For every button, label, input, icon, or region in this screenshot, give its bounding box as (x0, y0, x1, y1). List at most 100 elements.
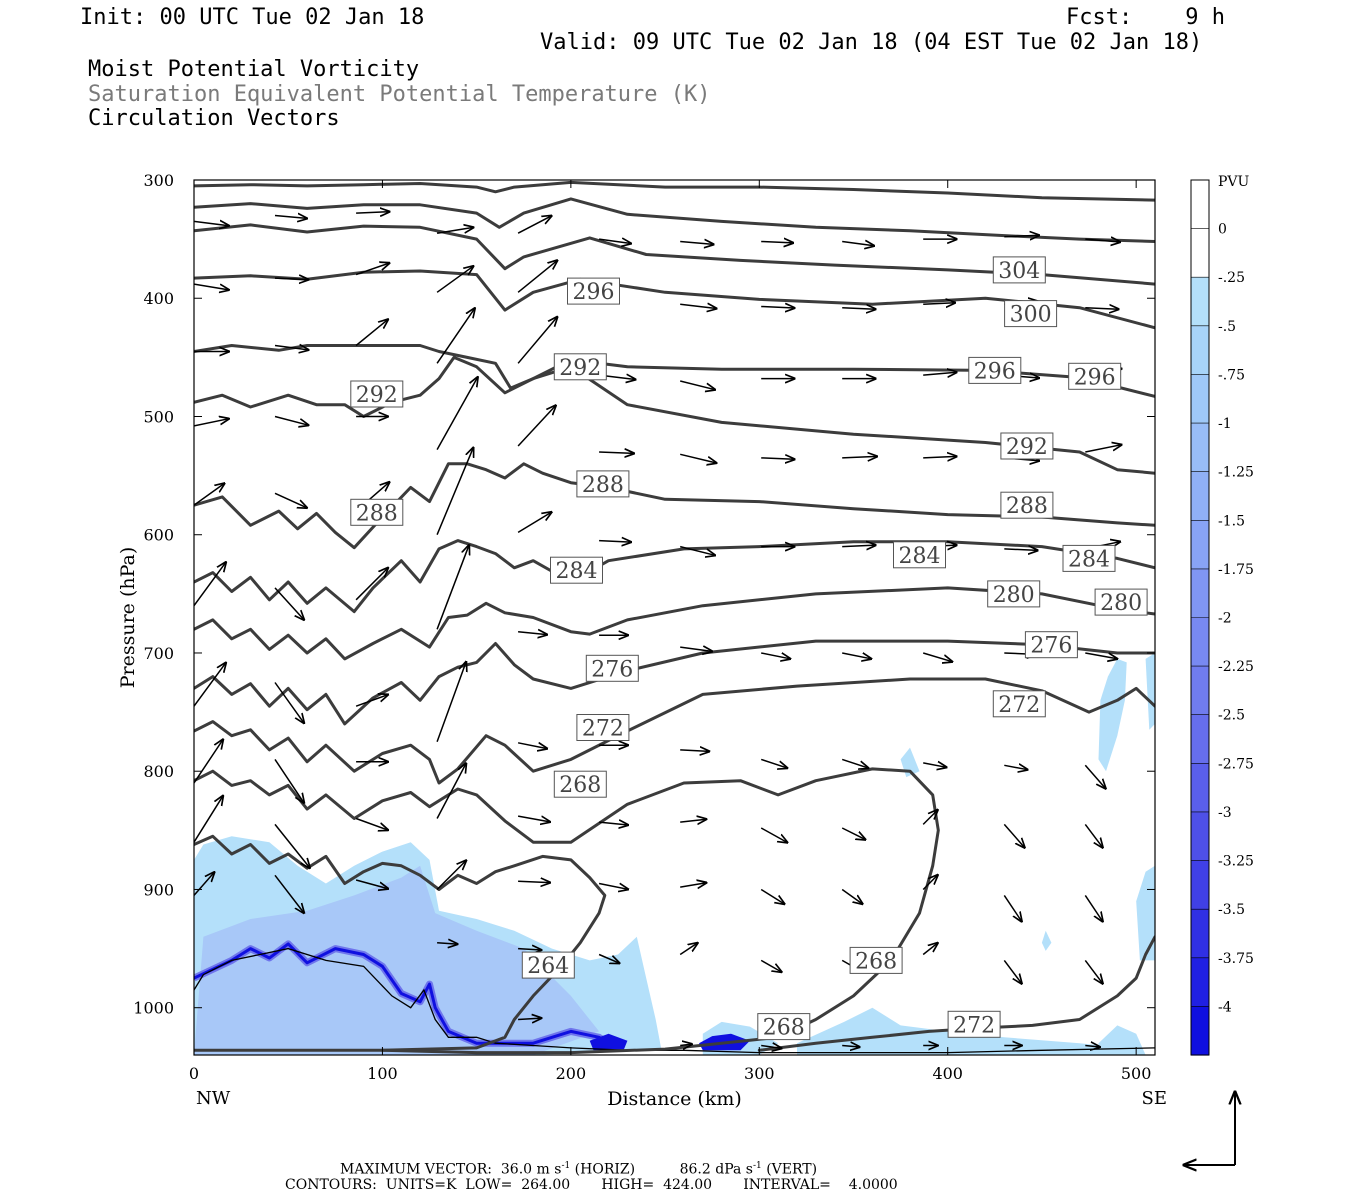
contour-label-box (576, 470, 630, 498)
circulation-vector (680, 819, 706, 822)
contour-label-box (1024, 631, 1078, 659)
circulation-vector (436, 662, 466, 742)
contour-label: 268 (855, 949, 897, 974)
circulation-vector (274, 823, 310, 868)
contour-label-box (968, 356, 1022, 384)
circulation-vector (356, 212, 389, 213)
circulation-vector (194, 221, 229, 225)
y-tick-label: 900 (143, 880, 174, 899)
circulation-vector (922, 810, 938, 825)
colorbar-label: -1.25 (1218, 465, 1254, 481)
pv-region-9 (1041, 930, 1052, 951)
circulation-vector (1085, 652, 1117, 659)
y-tick-label: 300 (143, 171, 174, 190)
contour-label-box (1004, 300, 1058, 328)
y-tick-label: 700 (143, 644, 174, 663)
circulation-vector (680, 242, 713, 245)
circulation-vector (761, 1046, 781, 1049)
colorbar-label: -4 (1218, 999, 1232, 1015)
colorbar-swatch (1191, 811, 1209, 862)
contour-label-box (947, 1010, 1001, 1038)
colorbar-label: -2.5 (1218, 708, 1245, 724)
contour-label-box (992, 690, 1046, 718)
contour-label: 276 (591, 657, 633, 682)
circulation-vector (274, 216, 307, 219)
circulation-vector (274, 415, 308, 426)
contour-label-box (849, 946, 903, 974)
colorbar-swatch (1191, 520, 1209, 570)
circulation-vector (1003, 823, 1024, 847)
field-title-thetae: Saturation Equivalent Potential Temperat… (88, 82, 711, 107)
circulation-vector (1003, 894, 1021, 921)
circulation-vector (1004, 765, 1027, 769)
colorbar-swatch (1191, 471, 1209, 521)
circulation-vector (761, 242, 793, 243)
contour-label: 268 (763, 1016, 805, 1041)
contour-label-box (1000, 432, 1054, 460)
colorbar-label: -2.75 (1218, 756, 1254, 772)
colorbar-swatch (1191, 909, 1209, 959)
contour-label: 288 (582, 473, 624, 498)
circulation-vector (274, 758, 304, 803)
contour-label-box (576, 714, 630, 741)
valid-time-label: Valid: 09 UTC Tue 02 Jan 18 (04 EST Tue … (540, 30, 1203, 55)
contour-label-box (585, 654, 639, 682)
pv-region-7 (1136, 865, 1155, 961)
contour-label: 284 (1068, 547, 1110, 572)
colorbar-swatch (1191, 1006, 1209, 1056)
contour-label: 292 (1006, 435, 1048, 460)
x-tick-label: 0 (189, 1064, 199, 1083)
contour-label: 280 (1100, 591, 1142, 616)
circulation-vector (680, 750, 709, 752)
theta-contour-304 (194, 180, 1155, 202)
colorbar-label: -3.75 (1218, 951, 1254, 967)
contour-label-box (550, 556, 603, 584)
contour-label: 272 (998, 693, 1040, 718)
y-tick-label: 600 (143, 526, 174, 545)
circulation-vector (761, 307, 794, 309)
circulation-vector (274, 682, 304, 724)
y-tick-label: 400 (143, 289, 174, 308)
theta-contour-280 (194, 586, 1155, 661)
colorbar-swatch (1191, 957, 1209, 1007)
circulation-vector (274, 492, 307, 508)
circulation-vector (194, 872, 214, 896)
circulation-vector (194, 419, 229, 427)
colorbar-label: -.25 (1218, 270, 1245, 286)
circulation-vector (760, 888, 784, 905)
contour-label: 272 (953, 1013, 995, 1038)
circulation-vector (1085, 445, 1121, 453)
circulation-vector (274, 278, 308, 280)
circulation-vector (599, 452, 634, 453)
contour-label-box (553, 353, 607, 381)
circulation-vector (1084, 823, 1102, 847)
colorbar-label: -2.25 (1218, 659, 1254, 675)
y-tick-label: 500 (143, 407, 174, 426)
circulation-vector (680, 883, 706, 887)
x-tick-label: 500 (1121, 1064, 1152, 1083)
circulation-vector (680, 545, 715, 556)
circulation-vector (518, 1018, 541, 1019)
circulation-vector (194, 283, 229, 290)
circulation-vector (274, 874, 304, 913)
theta-contour-272b (757, 935, 1155, 1052)
circulation-vector (518, 632, 547, 635)
circulation-vector (1003, 959, 1021, 983)
circulation-vector (355, 263, 389, 276)
circulation-vector (923, 763, 946, 767)
init-time-label: Init: 00 UTC Tue 02 Jan 18 (80, 5, 425, 30)
x-axis-title: Distance (km) (607, 1088, 742, 1110)
colorbar-label: -.5 (1218, 319, 1236, 335)
contour-label-box (350, 498, 404, 526)
y-tick-label: 1000 (133, 999, 174, 1018)
circulation-vector (680, 1044, 692, 1045)
circulation-vector (598, 239, 631, 243)
colorbar-label: 0 (1218, 222, 1227, 238)
circulation-vector (517, 405, 556, 447)
colorbar-label: -3 (1218, 805, 1232, 821)
circulation-vector (436, 266, 473, 293)
x-tick-label: 200 (556, 1064, 587, 1083)
colorbar-swatch (1191, 763, 1209, 813)
circulation-vector (680, 304, 716, 308)
